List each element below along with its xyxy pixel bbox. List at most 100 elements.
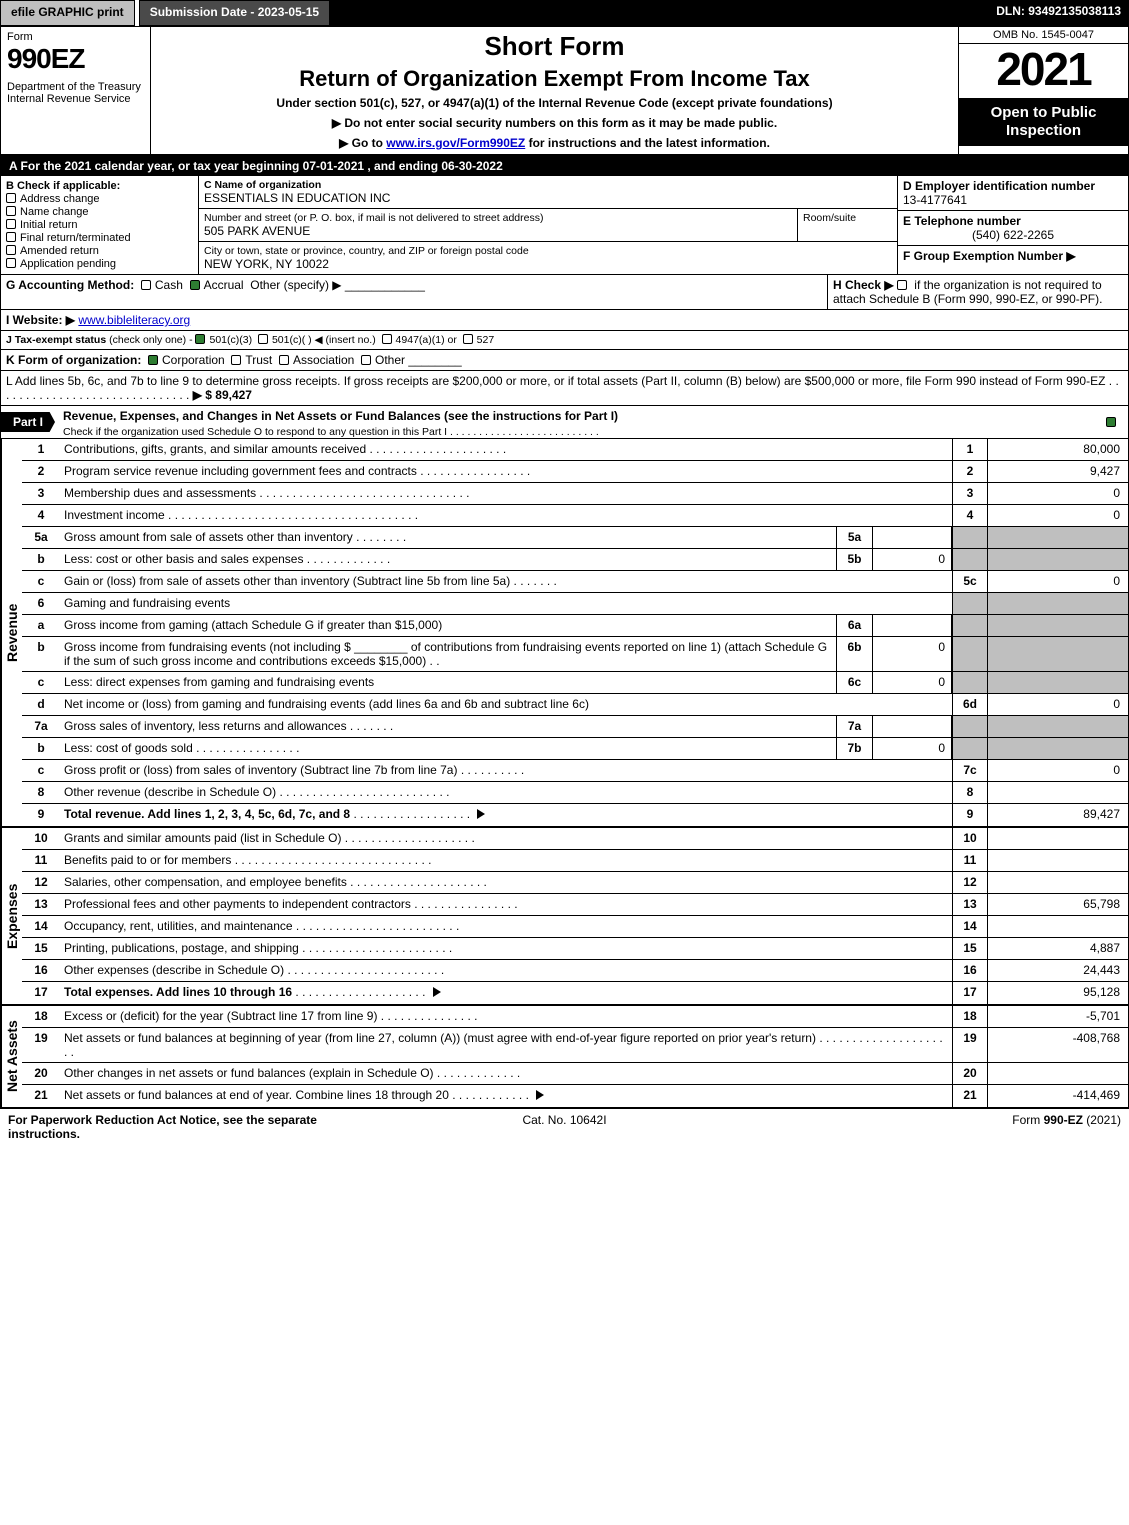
chk-corp[interactable] — [148, 355, 158, 365]
ln5a-grayv — [988, 527, 1128, 548]
chk-501c[interactable] — [258, 334, 268, 344]
ln21-rn: 21 — [952, 1085, 988, 1107]
chk-final[interactable]: Final return/terminated — [6, 232, 193, 244]
org-name: ESSENTIALS IN EDUCATION INC — [204, 191, 892, 205]
ln3-n: 3 — [22, 483, 60, 504]
chk-initial[interactable]: Initial return — [6, 219, 193, 231]
f-label: F Group Exemption Number ▶ — [903, 249, 1123, 263]
ln19-v: -408,768 — [988, 1028, 1128, 1062]
g-label: G Accounting Method: — [6, 278, 134, 292]
ln7a-sv — [872, 716, 952, 737]
part1-tag: Part I — [1, 412, 55, 432]
ln17-v: 95,128 — [988, 982, 1128, 1004]
j-4947: 4947(a)(1) or — [396, 334, 457, 346]
ln5a-gray — [952, 527, 988, 548]
ln18-n: 18 — [22, 1006, 60, 1027]
revenue-vlabel: Revenue — [1, 439, 22, 826]
ln18-rn: 18 — [952, 1006, 988, 1027]
ln3-v: 0 — [988, 483, 1128, 504]
page-footer: For Paperwork Reduction Act Notice, see … — [0, 1109, 1129, 1145]
ln6-gray — [952, 593, 988, 614]
ln7b-sv: 0 — [872, 738, 952, 759]
website-link[interactable]: www.bibleliteracy.org — [78, 313, 190, 327]
street: 505 PARK AVENUE — [204, 224, 792, 238]
top-bar: efile GRAPHIC print Submission Date - 20… — [0, 0, 1129, 26]
part1-schedo: Check if the organization used Schedule … — [63, 426, 1098, 438]
chk-trust[interactable] — [231, 355, 241, 365]
c-label: C Name of organization — [204, 179, 892, 191]
arrow-icon — [536, 1090, 544, 1100]
ln16-v: 24,443 — [988, 960, 1128, 981]
title-short-form: Short Form — [159, 31, 950, 62]
chk-name[interactable]: Name change — [6, 206, 193, 218]
chk-accrual[interactable] — [190, 280, 200, 290]
ln5b-grayv — [988, 549, 1128, 570]
l-amount: ▶ $ 89,427 — [193, 388, 252, 402]
chk-assoc[interactable] — [279, 355, 289, 365]
ln14-t: Occupancy, rent, utilities, and maintena… — [60, 916, 952, 937]
ln6b-n: b — [22, 637, 60, 671]
k-assoc: Association — [293, 353, 354, 367]
chk-527[interactable] — [463, 334, 473, 344]
chk-address[interactable]: Address change — [6, 193, 193, 205]
ln11-n: 11 — [22, 850, 60, 871]
j-text: (check only one) - — [109, 334, 192, 346]
ln4-v: 0 — [988, 505, 1128, 526]
ln5a-n: 5a — [22, 527, 60, 548]
ln9-v: 89,427 — [988, 804, 1128, 826]
ln6-t: Gaming and fundraising events — [60, 593, 952, 614]
irs-link[interactable]: www.irs.gov/Form990EZ — [386, 136, 525, 150]
ln1-n: 1 — [22, 439, 60, 460]
chk-501c3[interactable] — [195, 334, 205, 344]
ln5b-sn: 5b — [836, 549, 872, 570]
ln6d-v: 0 — [988, 694, 1128, 715]
ln6b-t: Gross income from fundraising events (no… — [60, 637, 836, 671]
efile-print-button[interactable]: efile GRAPHIC print — [0, 0, 135, 26]
city-label: City or town, state or province, country… — [204, 245, 892, 257]
chk-amended[interactable]: Amended return — [6, 245, 193, 257]
ln6d-t: Net income or (loss) from gaming and fun… — [60, 694, 952, 715]
j-501c: 501(c)( ) ◀ (insert no.) — [272, 334, 376, 346]
ln7b-grayv — [988, 738, 1128, 759]
line-a: A For the 2021 calendar year, or tax yea… — [1, 156, 1128, 176]
ln6a-t: Gross income from gaming (attach Schedul… — [60, 615, 836, 636]
ln2-n: 2 — [22, 461, 60, 482]
chk-sched-o[interactable] — [1106, 417, 1116, 427]
ln7a-t: Gross sales of inventory, less returns a… — [60, 716, 836, 737]
title-return: Return of Organization Exempt From Incom… — [159, 66, 950, 92]
ln6c-sv: 0 — [872, 672, 952, 693]
ln6b-gray — [952, 637, 988, 671]
arrow-icon — [477, 809, 485, 819]
chk-other[interactable] — [361, 355, 371, 365]
ln6b-grayv — [988, 637, 1128, 671]
note-post: for instructions and the latest informat… — [525, 136, 770, 150]
ln5c-v: 0 — [988, 571, 1128, 592]
ln12-v — [988, 872, 1128, 893]
j-501c3: 501(c)(3) — [209, 334, 252, 346]
ln6a-gray — [952, 615, 988, 636]
ln20-n: 20 — [22, 1063, 60, 1084]
ln6d-rn: 6d — [952, 694, 988, 715]
chk-h[interactable] — [897, 280, 907, 290]
ln7b-n: b — [22, 738, 60, 759]
note-link: ▶ Go to www.irs.gov/Form990EZ for instru… — [159, 136, 950, 150]
ln6c-grayv — [988, 672, 1128, 693]
j-label: J Tax-exempt status — [6, 334, 106, 346]
ein: 13-4177641 — [903, 193, 1123, 207]
ln11-v — [988, 850, 1128, 871]
ln2-rn: 2 — [952, 461, 988, 482]
ln10-n: 10 — [22, 828, 60, 849]
chk-pending[interactable]: Application pending — [6, 258, 193, 270]
ln7c-n: c — [22, 760, 60, 781]
chk-4947[interactable] — [382, 334, 392, 344]
ln4-n: 4 — [22, 505, 60, 526]
submission-date: Submission Date - 2023-05-15 — [139, 0, 330, 26]
ln16-n: 16 — [22, 960, 60, 981]
omb-number: OMB No. 1545-0047 — [959, 27, 1128, 44]
ln4-rn: 4 — [952, 505, 988, 526]
chk-cash[interactable] — [141, 280, 151, 290]
e-label: E Telephone number — [903, 214, 1123, 228]
ln19-t: Net assets or fund balances at beginning… — [60, 1028, 952, 1062]
form-header: Form 990EZ Department of the Treasury In… — [1, 27, 1128, 156]
footer-left: For Paperwork Reduction Act Notice, see … — [8, 1113, 317, 1141]
